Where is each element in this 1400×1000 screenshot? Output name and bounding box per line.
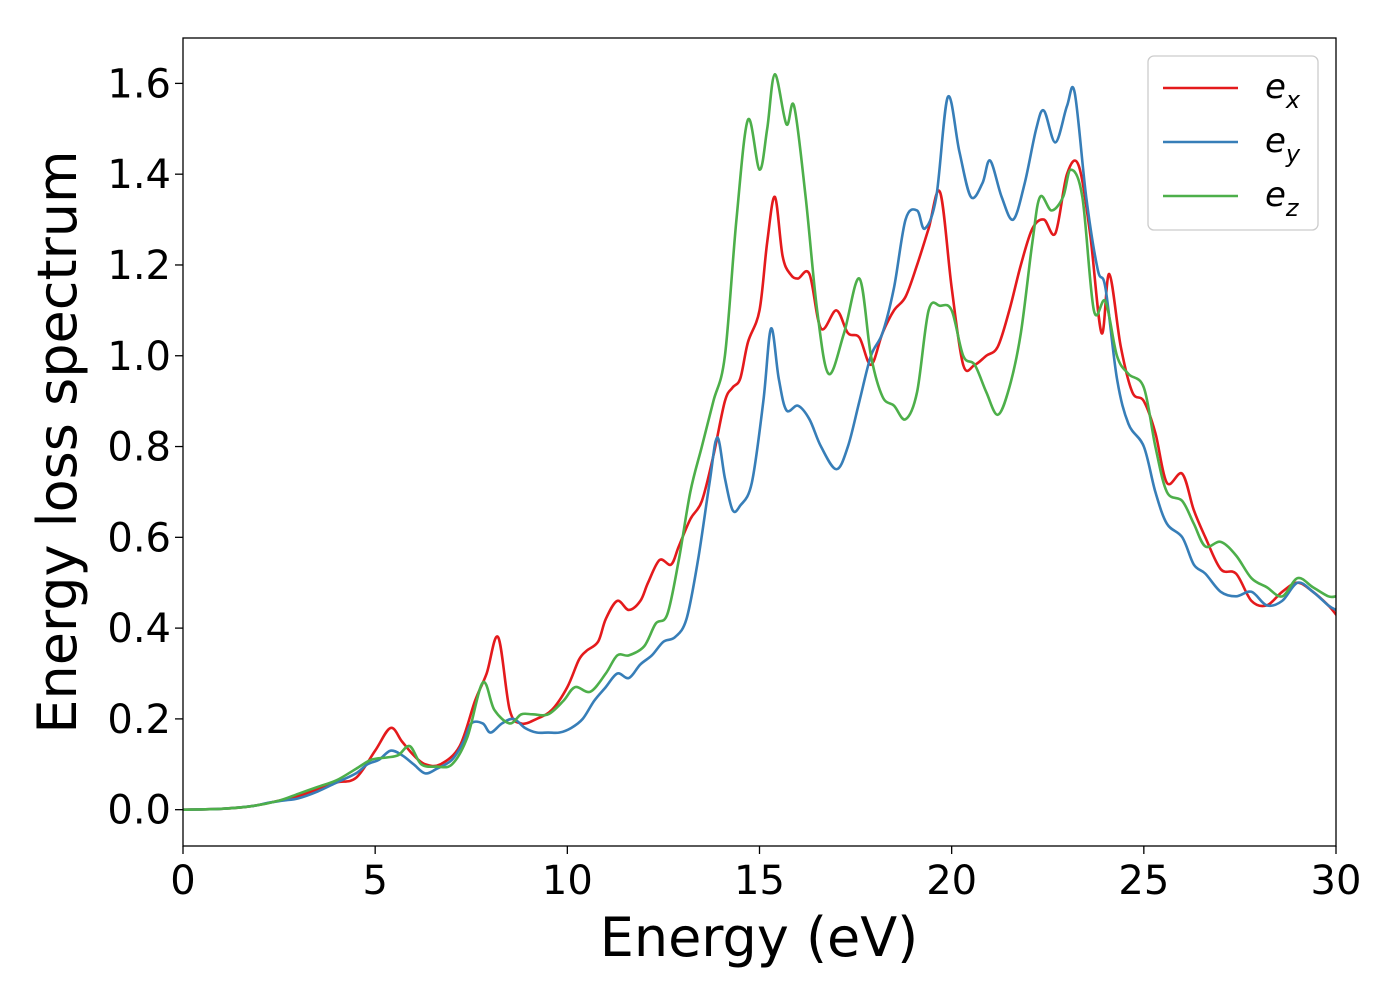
x-tick-label: 15 xyxy=(734,858,785,904)
x-tick-label: 25 xyxy=(1118,858,1169,904)
legend-label-e-x: ex xyxy=(1265,67,1301,114)
x-axis-label: Energy (eV) xyxy=(600,906,919,969)
x-tick-label: 30 xyxy=(1311,858,1362,904)
legend-label-subscript: y xyxy=(1285,140,1301,168)
legend-label-subscript: z xyxy=(1285,194,1300,222)
y-tick-label: 0.4 xyxy=(107,606,171,652)
series-line-e-y xyxy=(183,85,1336,811)
legend-label-subscript: x xyxy=(1285,86,1301,114)
y-tick-label: 1.0 xyxy=(107,334,171,380)
legend-label-e-z: ez xyxy=(1265,175,1300,222)
y-tick-label: 0.0 xyxy=(107,788,171,834)
x-axis-ticks: 0 5 10 15 20 25 30 xyxy=(170,846,1361,904)
y-tick-label: 0.6 xyxy=(107,515,171,561)
x-tick-label: 0 xyxy=(170,858,195,904)
x-tick-label: 20 xyxy=(926,858,977,904)
legend-label-e-y: ey xyxy=(1265,121,1301,168)
x-tick-label: 5 xyxy=(362,858,387,904)
series-layer xyxy=(183,73,1336,811)
plot-area xyxy=(182,37,1337,847)
y-axis-ticks: 0.0 0.2 0.4 0.6 0.8 1.0 1.2 1.4 1.6 xyxy=(107,61,183,834)
y-tick-label: 1.4 xyxy=(107,152,171,198)
x-tick-label: 10 xyxy=(542,858,593,904)
y-tick-label: 0.2 xyxy=(107,697,171,743)
legend-label-main: e xyxy=(1265,67,1286,107)
series-line-e-z xyxy=(183,73,1336,811)
y-tick-label: 1.6 xyxy=(107,61,171,107)
legend-label-main: e xyxy=(1265,175,1286,215)
y-tick-label: 1.2 xyxy=(107,243,171,289)
legend-label-main: e xyxy=(1265,121,1286,161)
y-tick-label: 0.8 xyxy=(107,425,171,471)
y-axis-label: Energy loss spectrum xyxy=(26,150,89,733)
